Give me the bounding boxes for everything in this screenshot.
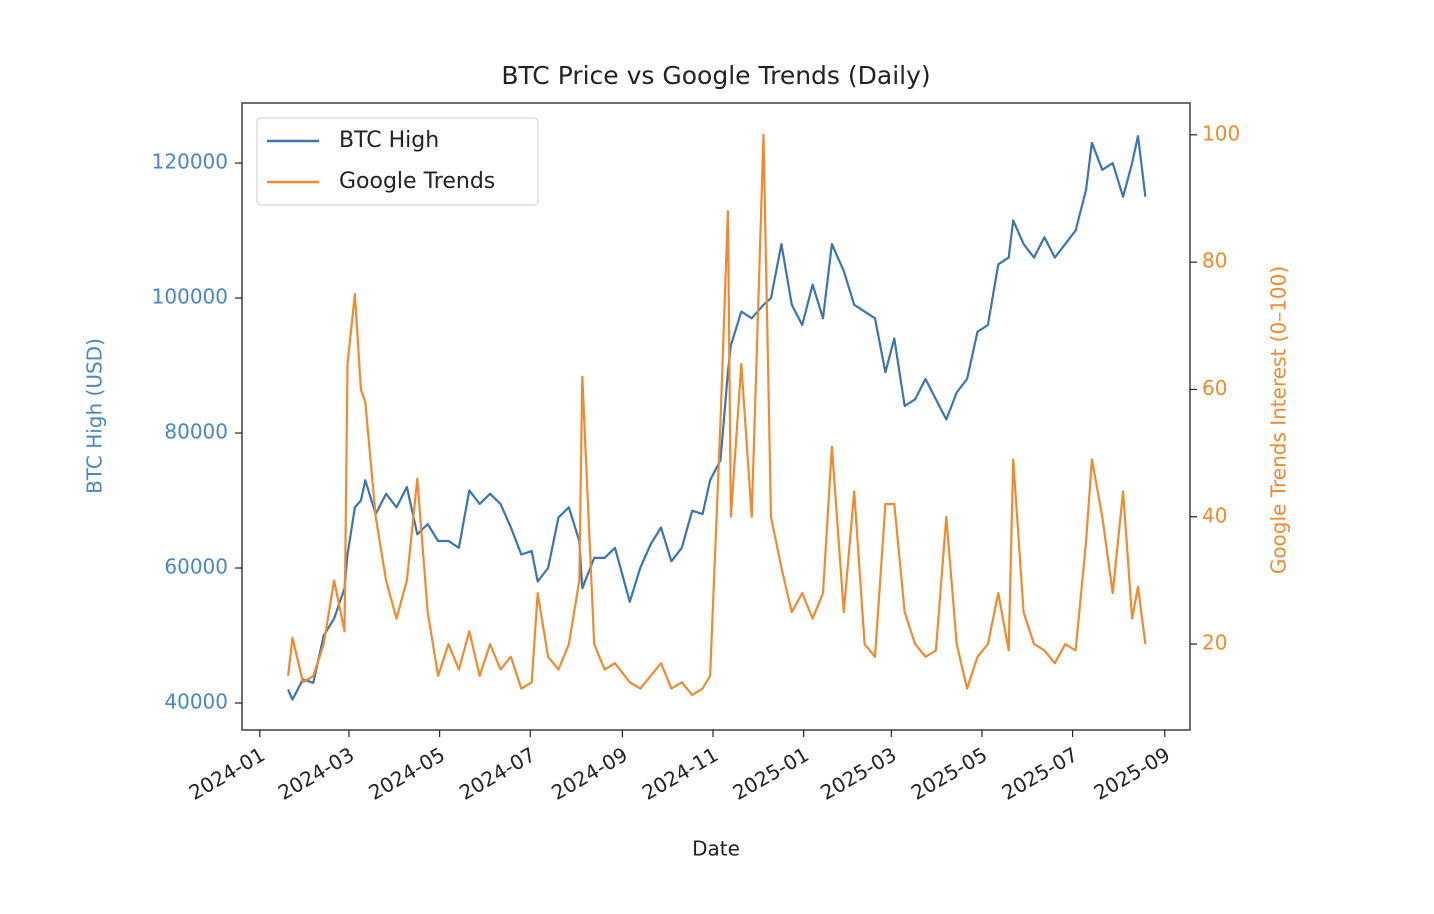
y2-tick-label: 20 bbox=[1202, 631, 1227, 655]
y2-tick-label: 60 bbox=[1202, 376, 1227, 400]
chart-title: BTC Price vs Google Trends (Daily) bbox=[501, 61, 930, 90]
series-line bbox=[287, 133, 1147, 697]
y2-axis-label: Google Trends Interest (0–100) bbox=[1267, 266, 1291, 574]
y-axis-label: BTC High (USD) bbox=[83, 338, 107, 494]
legend-box bbox=[256, 117, 539, 206]
y-tick-label: 100000 bbox=[152, 285, 228, 309]
y-tick-label: 40000 bbox=[164, 690, 228, 714]
y-tick-label: 80000 bbox=[164, 420, 228, 444]
plot-frame bbox=[241, 102, 1191, 731]
legend-label: Google Trends bbox=[339, 169, 495, 194]
y2-tick-label: 80 bbox=[1202, 249, 1227, 273]
y-tick-label: 60000 bbox=[164, 555, 228, 579]
legend-label: BTC High bbox=[339, 128, 439, 153]
x-axis-label: Date bbox=[692, 837, 740, 861]
series-line bbox=[287, 135, 1147, 701]
y2-tick-label: 100 bbox=[1202, 121, 1240, 145]
y-tick-label: 120000 bbox=[152, 150, 228, 174]
y2-tick-label: 40 bbox=[1202, 503, 1227, 527]
